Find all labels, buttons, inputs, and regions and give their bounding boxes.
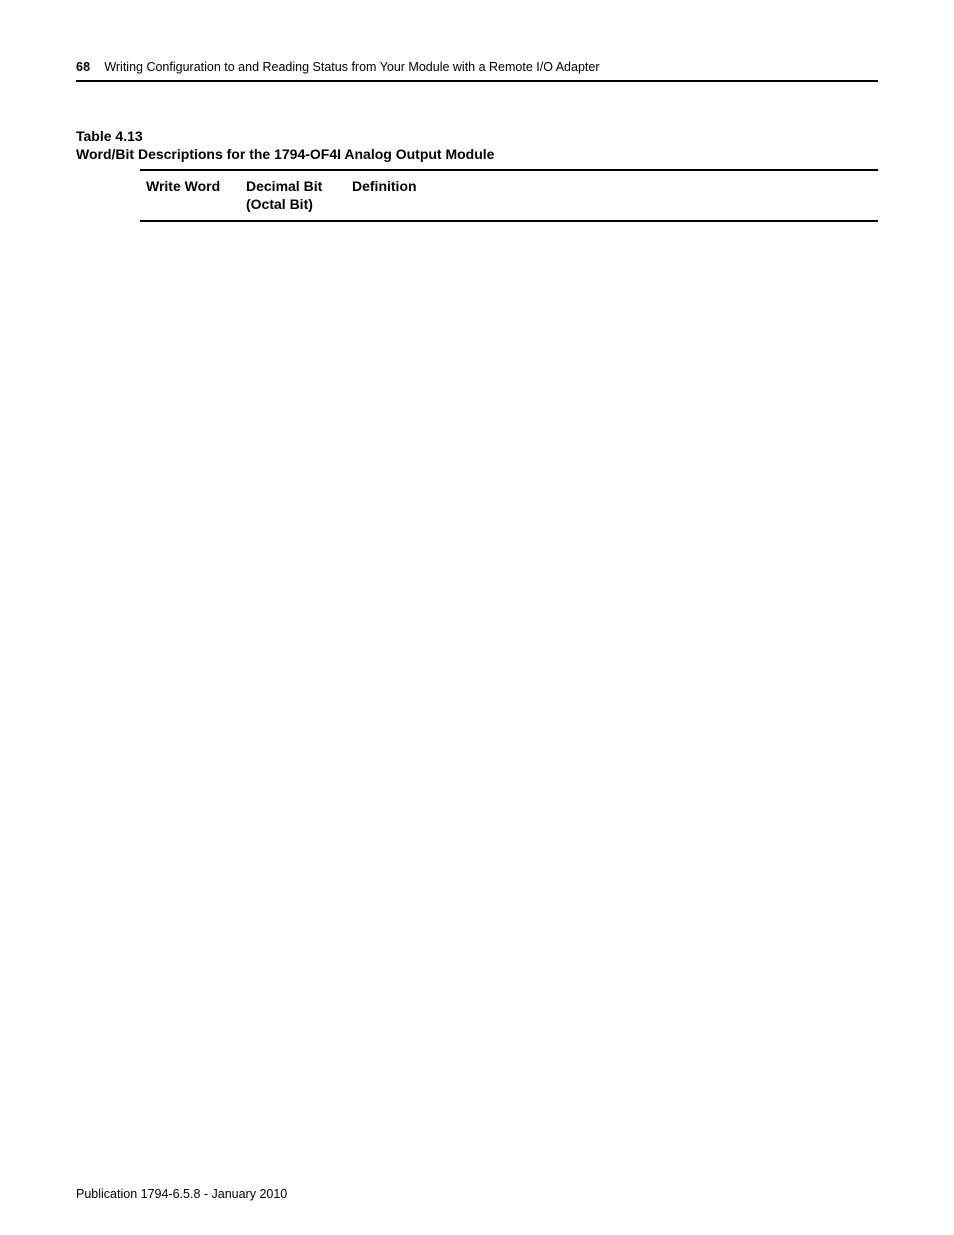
table-block: Table 4.13 Word/Bit Descriptions for the… xyxy=(76,128,878,222)
col-decimal-bit: Decimal Bit (Octal Bit) xyxy=(240,170,346,221)
table-label: Table 4.13 xyxy=(76,128,878,146)
bit-table: Write Word Decimal Bit (Octal Bit) Defin… xyxy=(140,169,878,222)
col-definition: Definition xyxy=(346,170,878,221)
page-number: 68 xyxy=(76,60,90,74)
table-header-row: Write Word Decimal Bit (Octal Bit) Defin… xyxy=(140,170,878,221)
page: 68 Writing Configuration to and Reading … xyxy=(0,0,954,1235)
section-title: Writing Configuration to and Reading Sta… xyxy=(104,60,599,74)
publication-info: Publication 1794-6.5.8 - January 2010 xyxy=(76,1187,287,1201)
page-header: 68 Writing Configuration to and Reading … xyxy=(76,60,878,82)
table-title: Word/Bit Descriptions for the 1794-OF4I … xyxy=(76,146,878,164)
col-write-word: Write Word xyxy=(140,170,240,221)
page-footer: Publication 1794-6.5.8 - January 2010 xyxy=(76,1187,287,1201)
